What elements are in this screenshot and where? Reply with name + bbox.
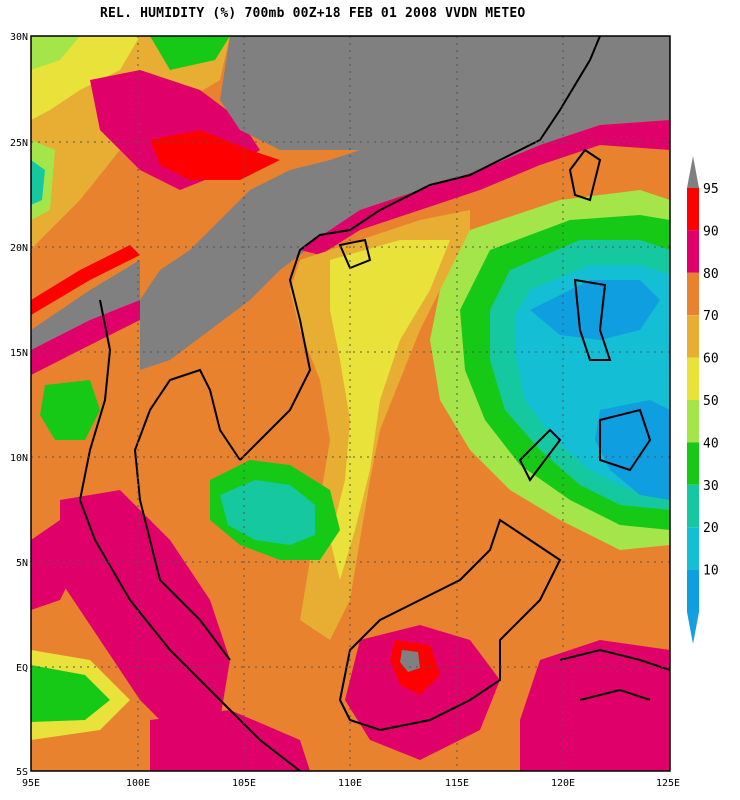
lon-label: 115E [445,778,469,789]
zone-w-teal [31,160,45,205]
zone-borneo-gray [400,650,420,672]
legend-label: 70 [703,309,719,324]
lon-label: 125E [656,778,680,789]
band-magenta-sw [31,300,140,375]
zone-nw-lightgreen [31,36,80,70]
lon-axis: 95E 100E 105E 110E 115E 120E 125E [22,778,680,789]
lon-label: 95E [22,778,40,789]
legend-swatch [687,188,699,231]
lat-label: 30N [10,32,28,43]
no-data-strip [31,260,140,350]
no-data-region [140,36,670,370]
legend-label: 95 [703,182,719,197]
legend-swatch [687,315,699,358]
lon-label: 120E [551,778,575,789]
lat-label: 10N [10,453,28,464]
lon-label: 100E [126,778,150,789]
zone-scs-yellow [330,240,450,580]
legend-label: 90 [703,224,719,239]
lon-label: 105E [232,778,256,789]
zone-gulf-teal [220,480,315,545]
band-magenta [300,120,670,255]
legend-swatch [687,230,699,273]
lat-axis: 30N 25N 20N 15N 10N 5N EQ 5S [10,32,28,778]
zone-se-magenta [520,640,670,771]
legend-label: 30 [703,479,719,494]
zone-sw-green [31,665,110,722]
legend-arrow-down [687,612,699,644]
zone-n-green [150,36,230,70]
zone-red-north [150,130,280,180]
grid-lines [31,36,670,771]
legend-label: 10 [703,564,719,579]
legend-label: 20 [703,521,719,536]
legend-label: 60 [703,352,719,367]
legend-swatch [687,527,699,570]
lat-label: EQ [16,663,28,674]
lon-label: 110E [338,778,362,789]
band-red-w [31,245,140,315]
legend-swatch [687,569,699,612]
legend-label: 40 [703,436,719,451]
lat-label: 5N [16,558,28,569]
zone-phil-blue-south [595,400,670,500]
legend-arrow-up [687,156,699,188]
coastlines [78,36,670,771]
legend-label: 50 [703,394,719,409]
color-legend: 95 90 80 70 60 50 40 30 20 10 [687,156,719,644]
legend-label: 80 [703,267,719,282]
lat-label: 25N [10,138,28,149]
legend-swatch [687,400,699,443]
lat-label: 20N [10,243,28,254]
legend-swatch [687,442,699,485]
lat-label: 5S [16,767,28,778]
zone-w-green [40,380,100,440]
legend-swatch [687,357,699,400]
zone-s-magenta [150,710,310,771]
zone-w-magenta [31,520,80,610]
legend-swatch [687,484,699,528]
lat-label: 15N [10,348,28,359]
map-title: REL. HUMIDITY (%) 700mb 00Z+18 FEB 01 20… [100,6,526,21]
legend-swatch [687,272,699,316]
map-frame [30,35,671,772]
humidity-field [31,36,670,771]
